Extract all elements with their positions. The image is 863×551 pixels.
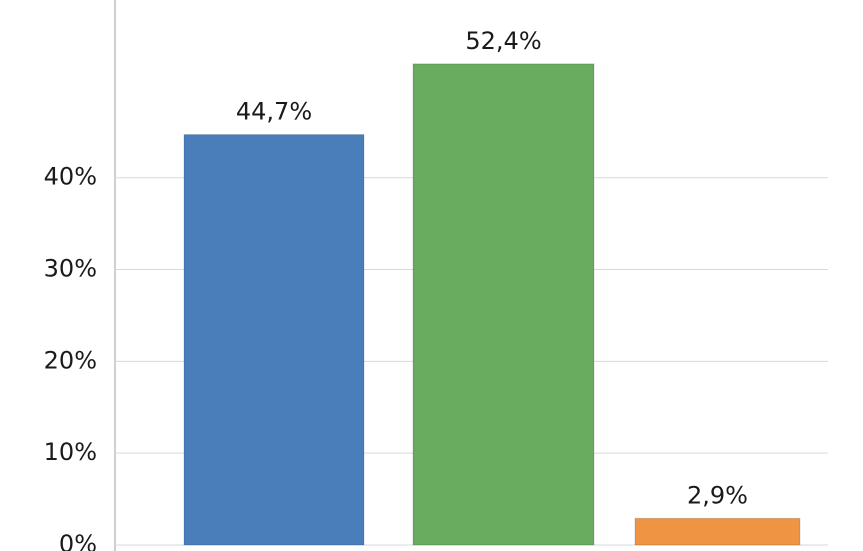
y-tick-label: 0%	[59, 530, 97, 551]
bar	[412, 63, 595, 546]
data-label: 52,4%	[465, 27, 541, 55]
y-tick-label: 20%	[44, 346, 97, 374]
bar	[183, 134, 365, 546]
bar	[634, 517, 801, 546]
data-label: 2,9%	[687, 481, 748, 509]
y-tick-label: 30%	[44, 255, 97, 283]
y-tick-label: 40%	[44, 163, 97, 191]
y-tick-label: 10%	[44, 438, 97, 466]
data-label: 44,7%	[236, 98, 312, 126]
